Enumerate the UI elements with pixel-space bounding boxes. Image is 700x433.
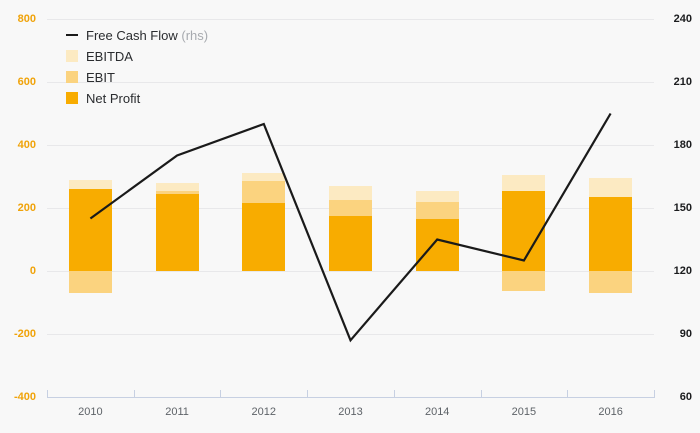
x-axis-label: 2015 xyxy=(511,406,537,418)
x-axis-label: 2010 xyxy=(78,406,103,418)
bar-segment-ebit xyxy=(502,271,546,292)
bar-segment-ebit xyxy=(589,271,633,294)
bar-segment-net-profit xyxy=(589,196,633,271)
right-axis-tick-label: 90 xyxy=(679,328,692,340)
x-axis-line xyxy=(47,397,655,398)
x-axis-tick xyxy=(393,390,395,397)
left-axis-tick-label: 400 xyxy=(17,139,36,151)
left-axis-tick-label: -400 xyxy=(13,391,36,403)
right-axis-tick-label: 210 xyxy=(673,76,692,88)
x-axis-tick xyxy=(220,390,222,397)
legend-suffix-rhs: (rhs) xyxy=(177,27,209,43)
legend-item-free-cash-flow: Free Cash Flow (rhs) xyxy=(66,25,208,45)
right-axis-tick-label: 150 xyxy=(673,202,692,214)
x-axis-label: 2013 xyxy=(338,406,363,418)
x-axis-tick xyxy=(47,390,48,397)
left-axis-tick-label: 200 xyxy=(17,202,36,214)
net-profit-swatch-icon xyxy=(66,92,78,104)
left-axis-tick-label: 800 xyxy=(17,13,36,25)
bar-segment-ebit xyxy=(68,271,112,294)
gridline xyxy=(47,145,654,146)
bar-segment-net-profit xyxy=(68,189,112,271)
bar-segment-net-profit xyxy=(502,190,546,271)
x-axis-tick xyxy=(307,390,309,397)
legend: Free Cash Flow (rhs) EBITDA EBIT Net Pro… xyxy=(66,25,208,109)
legend-label: Net Profit xyxy=(86,90,141,106)
right-axis-tick-label: 180 xyxy=(673,139,692,151)
gridline xyxy=(47,271,654,272)
bar-segment-net-profit xyxy=(329,215,372,271)
x-axis-tick xyxy=(133,390,135,397)
gridline xyxy=(47,19,654,20)
legend-label: EBITDA xyxy=(86,48,133,64)
legend-label: Free Cash Flow xyxy=(86,27,178,43)
line-swatch-icon xyxy=(66,33,78,37)
x-axis-label: 2014 xyxy=(424,406,450,418)
right-axis-tick-label: 60 xyxy=(679,391,692,403)
ebit-swatch-icon xyxy=(66,71,78,83)
legend-label: EBIT xyxy=(86,69,115,85)
x-axis-label: 2012 xyxy=(251,406,277,418)
x-axis-tick xyxy=(654,390,655,397)
right-axis-tick-label: 120 xyxy=(673,265,692,277)
gridline xyxy=(47,334,654,335)
legend-item-ebit: EBIT xyxy=(66,67,208,87)
x-axis-label: 2011 xyxy=(165,406,189,418)
left-axis-tick-label: -200 xyxy=(13,328,36,340)
left-axis-tick-label: 600 xyxy=(17,76,36,88)
legend-item-ebitda: EBITDA xyxy=(66,46,208,66)
ebitda-swatch-icon xyxy=(66,50,78,62)
right-axis-tick-label: 240 xyxy=(673,13,692,25)
left-axis-tick-label: 0 xyxy=(29,265,36,277)
x-axis-tick xyxy=(567,390,569,397)
legend-item-net-profit: Net Profit xyxy=(66,88,208,108)
bar-segment-net-profit xyxy=(415,219,459,271)
gridline xyxy=(47,82,654,83)
bar-segment-net-profit xyxy=(155,193,199,271)
x-axis-tick xyxy=(480,390,482,397)
bar-segment-net-profit xyxy=(242,203,286,271)
x-axis-label: 2016 xyxy=(598,406,623,418)
